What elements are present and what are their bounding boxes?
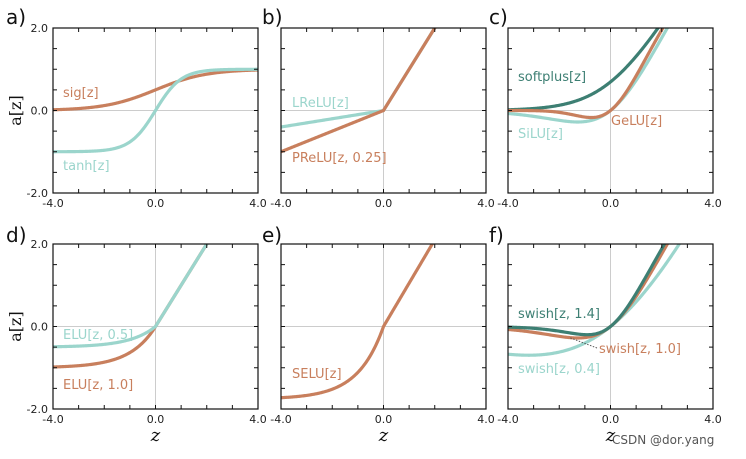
x-tick-label: -4.0 bbox=[42, 413, 63, 426]
x-tick-label: -4.0 bbox=[497, 197, 518, 210]
x-tick-label: -4.0 bbox=[270, 413, 291, 426]
panel-c: -4.0 0.0 4.0 c) softplus[z] SiLU[z] GeLU[z] bbox=[489, 5, 722, 210]
panel-letter: a) bbox=[6, 5, 26, 29]
panel-letter: b) bbox=[262, 5, 283, 29]
label-pointer bbox=[569, 337, 598, 349]
panel-e: -4.0 0.0 4.0 z e) SELU[z] bbox=[262, 223, 495, 446]
x-tick-label: 4.0 bbox=[477, 197, 495, 210]
series-label: swish[z, 1.0] bbox=[599, 342, 681, 357]
series-label: swish[z, 0.4] bbox=[518, 362, 600, 377]
x-tick-label: 0.0 bbox=[602, 413, 620, 426]
x-tick-label: 0.0 bbox=[602, 197, 620, 210]
panel-d: -4.0 0.0 4.0 -2.0 0.0 2.0 z a[z] d) ELU[z, 1.0] EL… bbox=[6, 223, 267, 446]
series-line-prelu-z-0-25 bbox=[281, 28, 437, 154]
y-tick-label: 0.0 bbox=[31, 321, 49, 334]
panel-letter: d) bbox=[6, 223, 27, 247]
x-tick-label: 4.0 bbox=[704, 413, 722, 426]
x-tick-label: 4.0 bbox=[249, 413, 267, 426]
x-tick-label: 0.0 bbox=[147, 413, 165, 426]
y-axis-label: a[z] bbox=[6, 95, 25, 125]
series-label: ELU[z, 0.5] bbox=[63, 328, 133, 343]
y-tick-label: 0.0 bbox=[31, 105, 49, 118]
panel-letter: c) bbox=[489, 5, 508, 29]
series-line-sig-z bbox=[53, 68, 258, 112]
series-line-softplus-z bbox=[508, 28, 660, 112]
x-tick-label: 0.0 bbox=[375, 197, 393, 210]
series-line-tanh-z bbox=[53, 67, 258, 154]
y-axis-label: a[z] bbox=[6, 311, 25, 341]
x-tick-label: 0.0 bbox=[375, 413, 393, 426]
x-tick-label: -4.0 bbox=[497, 413, 518, 426]
panel-f: -4.0 0.0 4.0 z f) swish[z, 0.4] swish[z, 1.0] s… bbox=[489, 223, 722, 446]
x-tick-label: 4.0 bbox=[249, 197, 267, 210]
y-tick-label: -2.0 bbox=[27, 187, 48, 200]
x-tick-label: 4.0 bbox=[477, 413, 495, 426]
y-tick-label: 2.0 bbox=[31, 22, 49, 35]
series-label: swish[z, 1.4] bbox=[518, 307, 600, 322]
x-axis-label: z bbox=[378, 425, 389, 446]
series-line-swish-z-1-4 bbox=[508, 244, 667, 337]
series-label: SELU[z] bbox=[292, 367, 342, 382]
series-label: SiLU[z] bbox=[518, 127, 563, 142]
y-tick-label: 2.0 bbox=[31, 238, 49, 251]
watermark: CSDN @dor.yang bbox=[612, 433, 715, 447]
series-line-elu-z-0-5 bbox=[53, 244, 209, 349]
series-line-selu-z bbox=[281, 244, 435, 400]
series-label: LReLU[z] bbox=[292, 96, 349, 111]
series-label: GeLU[z] bbox=[611, 114, 662, 129]
series-label: tanh[z] bbox=[63, 159, 110, 174]
x-tick-label: -4.0 bbox=[270, 197, 291, 210]
panel-b: -4.0 0.0 4.0 b) LReLU[z] PReLU[z, 0.25] bbox=[262, 5, 495, 210]
panel-a: -4.0 0.0 4.0 -2.0 0.0 2.0 a[z] a) sig[z] tanh[z] bbox=[6, 5, 267, 210]
series-label: softplus[z] bbox=[518, 70, 586, 85]
y-tick-label: -2.0 bbox=[27, 403, 48, 416]
series-line-gelu-z bbox=[508, 28, 665, 120]
series-label: ELU[z, 1.0] bbox=[63, 378, 133, 393]
x-axis-label: z bbox=[605, 425, 616, 446]
x-tick-label: 0.0 bbox=[147, 197, 165, 210]
x-tick-label: 4.0 bbox=[704, 197, 722, 210]
series-label: sig[z] bbox=[63, 86, 99, 101]
series-label: PReLU[z, 0.25] bbox=[292, 151, 387, 166]
x-tick-label: -4.0 bbox=[42, 197, 63, 210]
panel-letter: f) bbox=[489, 223, 504, 247]
panel-letter: e) bbox=[262, 223, 282, 247]
x-axis-label: z bbox=[150, 425, 161, 446]
